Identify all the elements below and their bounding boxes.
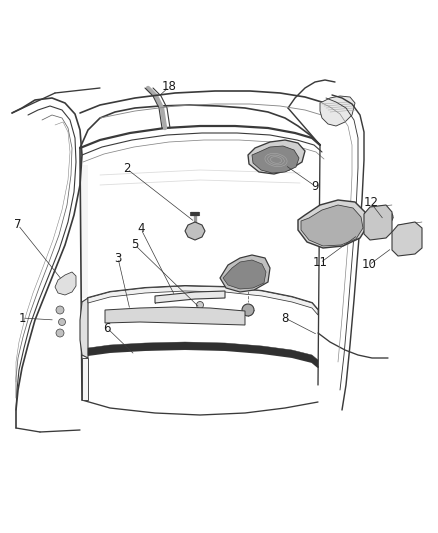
Polygon shape xyxy=(248,140,305,174)
Polygon shape xyxy=(82,165,88,298)
Circle shape xyxy=(242,304,254,316)
Circle shape xyxy=(381,211,393,223)
Text: 5: 5 xyxy=(131,238,139,252)
Polygon shape xyxy=(80,298,88,358)
Text: 7: 7 xyxy=(14,219,22,231)
Circle shape xyxy=(56,329,64,337)
Polygon shape xyxy=(252,146,299,173)
Circle shape xyxy=(197,302,204,309)
Polygon shape xyxy=(88,342,318,367)
Text: 1: 1 xyxy=(18,311,26,325)
Text: 3: 3 xyxy=(114,252,122,264)
Text: 8: 8 xyxy=(281,311,289,325)
Text: 9: 9 xyxy=(311,180,319,192)
Polygon shape xyxy=(155,291,225,303)
Text: 12: 12 xyxy=(364,197,378,209)
Text: 4: 4 xyxy=(137,222,145,236)
Polygon shape xyxy=(301,205,363,246)
Polygon shape xyxy=(55,272,76,295)
Text: 18: 18 xyxy=(162,80,177,93)
Text: 2: 2 xyxy=(123,163,131,175)
Polygon shape xyxy=(82,358,88,400)
Polygon shape xyxy=(320,96,355,126)
Polygon shape xyxy=(88,286,318,315)
Polygon shape xyxy=(220,255,270,292)
Polygon shape xyxy=(364,205,392,240)
Text: 11: 11 xyxy=(312,256,328,270)
Text: 6: 6 xyxy=(103,321,111,335)
Polygon shape xyxy=(392,222,422,256)
Polygon shape xyxy=(105,307,245,325)
Polygon shape xyxy=(223,260,266,289)
Polygon shape xyxy=(298,200,368,248)
Text: 10: 10 xyxy=(361,259,376,271)
Polygon shape xyxy=(185,222,205,240)
Circle shape xyxy=(59,319,66,326)
Circle shape xyxy=(56,306,64,314)
Circle shape xyxy=(195,309,205,319)
